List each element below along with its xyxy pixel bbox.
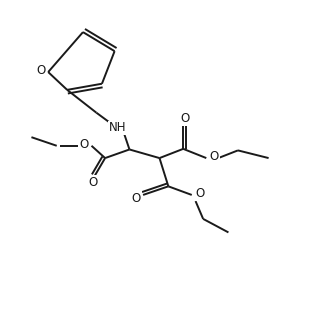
Text: O: O [210,150,219,163]
Text: O: O [180,112,189,125]
Text: O: O [195,187,204,200]
Text: NH: NH [109,122,127,135]
Text: O: O [37,64,46,77]
Text: O: O [88,176,98,189]
Text: O: O [79,138,88,151]
Text: O: O [131,192,141,205]
